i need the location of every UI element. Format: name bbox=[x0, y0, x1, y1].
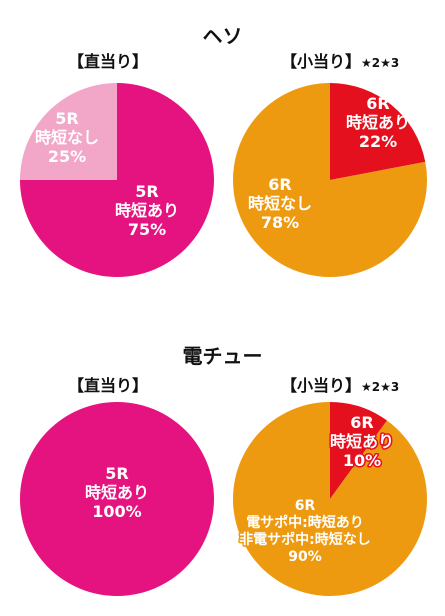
slice-label-line: 5R bbox=[135, 182, 158, 201]
pie-chart-3: 6R 時短あり 10%6R 電サポ中:時短あり非電サポ中:時短なし 90% bbox=[232, 402, 427, 596]
slice-label-line: 時短あり bbox=[346, 113, 410, 132]
slice-label: 6R 時短なし 78% bbox=[248, 175, 312, 232]
slice-label-line: 時短あり bbox=[115, 201, 179, 220]
slice-label-line: 25% bbox=[48, 147, 86, 166]
section-title-denchu: 電チュー bbox=[182, 344, 263, 368]
chart-title-small-heso: 【小当り】★2★3 bbox=[281, 52, 400, 71]
pie-slice bbox=[232, 83, 427, 277]
slice-label-line: 22% bbox=[359, 132, 397, 151]
slice-label-line: 100% bbox=[92, 502, 141, 521]
slice-label-line: 電サポ中:時短あり bbox=[246, 514, 364, 531]
section-title-heso: ヘソ bbox=[202, 24, 243, 48]
pie-slice bbox=[232, 402, 427, 596]
slice-label: 5R 時短あり 75% bbox=[115, 182, 179, 239]
slice-label-line: 時短なし bbox=[35, 128, 99, 147]
slice-label: 6R 電サポ中:時短あり非電サポ中:時短なし 90% bbox=[239, 498, 371, 565]
slice-label-line: 6R bbox=[268, 175, 291, 194]
pie-slice bbox=[330, 402, 388, 499]
chart-note: ★2★3 bbox=[361, 380, 400, 394]
slice-label-line: 6R bbox=[366, 94, 389, 113]
slice-label-line: 時短あり bbox=[85, 483, 149, 502]
slice-label-line: 非電サポ中:時短なし bbox=[239, 531, 371, 548]
slice-label-line: 78% bbox=[261, 213, 299, 232]
pie-chart-0: 5R 時短あり 75%5R 時短なし 25% bbox=[20, 83, 214, 277]
pie-slice bbox=[20, 83, 117, 180]
chart-title-direct-denchu: 【直当り】 bbox=[68, 376, 149, 395]
slice-label-line: 時短あり bbox=[330, 432, 394, 451]
pie-slice bbox=[330, 83, 426, 180]
slice-label-line: 6R bbox=[295, 498, 316, 514]
slice-label: 5R 時短なし 25% bbox=[35, 109, 99, 166]
slice-label-line: 10% bbox=[343, 451, 381, 470]
slice-label: 6R 時短あり 10% bbox=[330, 413, 394, 470]
chart-note: ★2★3 bbox=[361, 56, 400, 70]
slice-label-line: 5R bbox=[55, 109, 78, 128]
slice-label-line: 5R bbox=[105, 464, 128, 483]
chart-title-direct-heso: 【直当り】 bbox=[68, 52, 149, 71]
slice-label-line: 6R bbox=[350, 413, 373, 432]
slice-label-line: 時短なし bbox=[248, 194, 312, 213]
chart-title-small-denchu: 【小当り】★2★3 bbox=[281, 376, 400, 395]
slice-label-line: 90% bbox=[288, 549, 322, 565]
slice-label: 6R 時短あり 22% bbox=[346, 94, 410, 151]
pie-chart-2: 5R 時短あり 100% bbox=[20, 402, 214, 596]
slice-label-line: 75% bbox=[128, 220, 166, 239]
slice-label: 5R 時短あり 100% bbox=[85, 464, 149, 521]
pie-slice bbox=[20, 402, 214, 596]
pie-chart-1: 6R 時短あり 22%6R 時短なし 78% bbox=[232, 83, 427, 277]
